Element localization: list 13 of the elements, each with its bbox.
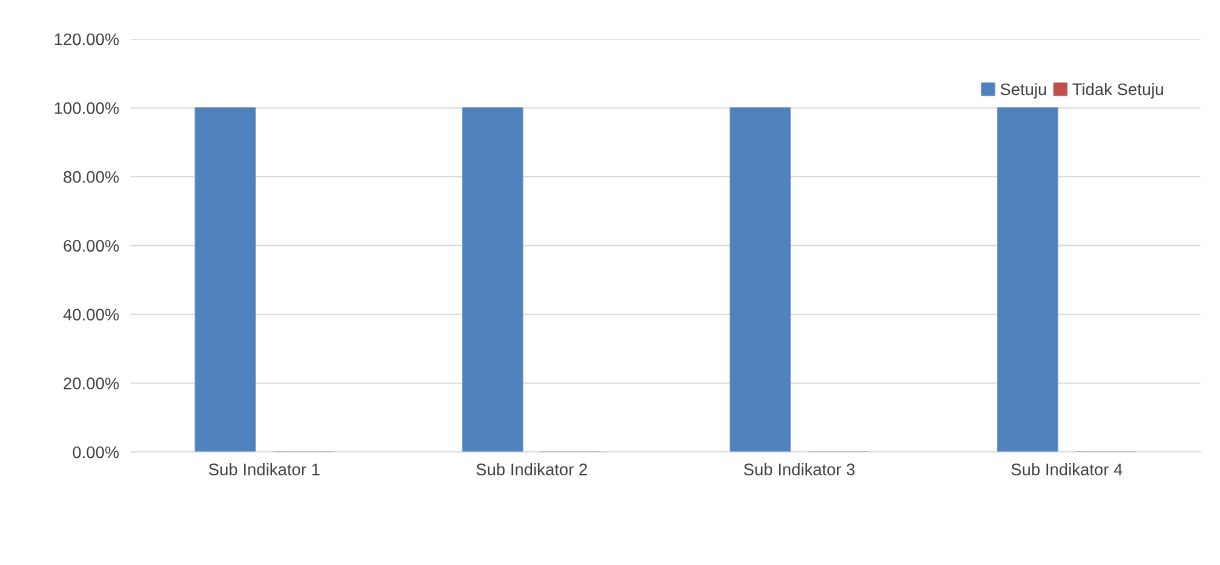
x-tick-label: Sub Indikator 3 <box>743 463 855 476</box>
x-tick-label: Sub Indikator 4 <box>1011 463 1123 476</box>
y-tick-label: 0.00% <box>72 446 119 459</box>
y-tick-label: 100.00% <box>54 102 119 115</box>
legend-label: Tidak Setuju <box>1072 82 1163 99</box>
legend-label: Setuju <box>1000 82 1046 99</box>
x-tick-label: Sub Indikator 1 <box>208 463 320 476</box>
x-tick-label: Sub Indikator 2 <box>476 463 587 476</box>
y-tick-label: 20.00% <box>63 377 119 390</box>
y-tick-label: 60.00% <box>63 239 119 252</box>
y-tick-label: 120.00% <box>54 33 119 46</box>
y-tick-label: 40.00% <box>63 308 119 321</box>
y-tick-label: 80.00% <box>63 171 119 183</box>
